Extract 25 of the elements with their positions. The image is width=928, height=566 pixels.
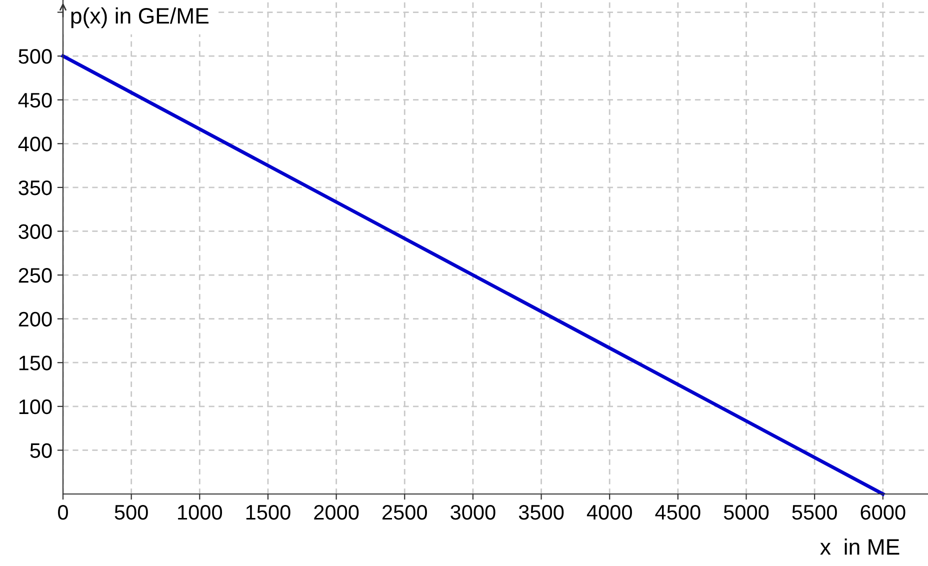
y-tick-label: 400 xyxy=(18,136,52,152)
x-tick-label: 3500 xyxy=(518,504,564,520)
x-axis-title: x in ME xyxy=(820,538,900,555)
x-tick-label: 4000 xyxy=(586,504,632,520)
x-tick-label: 5500 xyxy=(792,504,837,520)
x-tick-label: 0 xyxy=(58,504,68,520)
x-tick-label: 1000 xyxy=(178,504,222,520)
y-tick-label: 200 xyxy=(18,312,52,327)
x-tick-label: 500 xyxy=(114,504,148,520)
y-tick-label: 250 xyxy=(18,268,52,283)
x-tick-label: 2500 xyxy=(382,504,427,520)
y-tick-label: 100 xyxy=(19,399,52,414)
y-tick-label: 450 xyxy=(18,92,52,108)
x-tick-label: 1500 xyxy=(246,504,290,520)
y-tick-label: 500 xyxy=(18,49,52,64)
y-axis-title: p(x) in GE/ME xyxy=(71,7,208,28)
y-tick-label: 350 xyxy=(18,180,52,196)
x-tick-label: 3000 xyxy=(450,504,496,520)
y-tick-label: 50 xyxy=(30,443,52,458)
x-tick-label: 4500 xyxy=(655,504,700,520)
x-tick-label: 6000 xyxy=(860,504,906,520)
x-tick-label: 5000 xyxy=(724,504,769,520)
y-tick-label: 150 xyxy=(19,356,52,370)
x-tick-label: 2000 xyxy=(314,504,359,520)
y-tick-label: 300 xyxy=(18,224,52,239)
